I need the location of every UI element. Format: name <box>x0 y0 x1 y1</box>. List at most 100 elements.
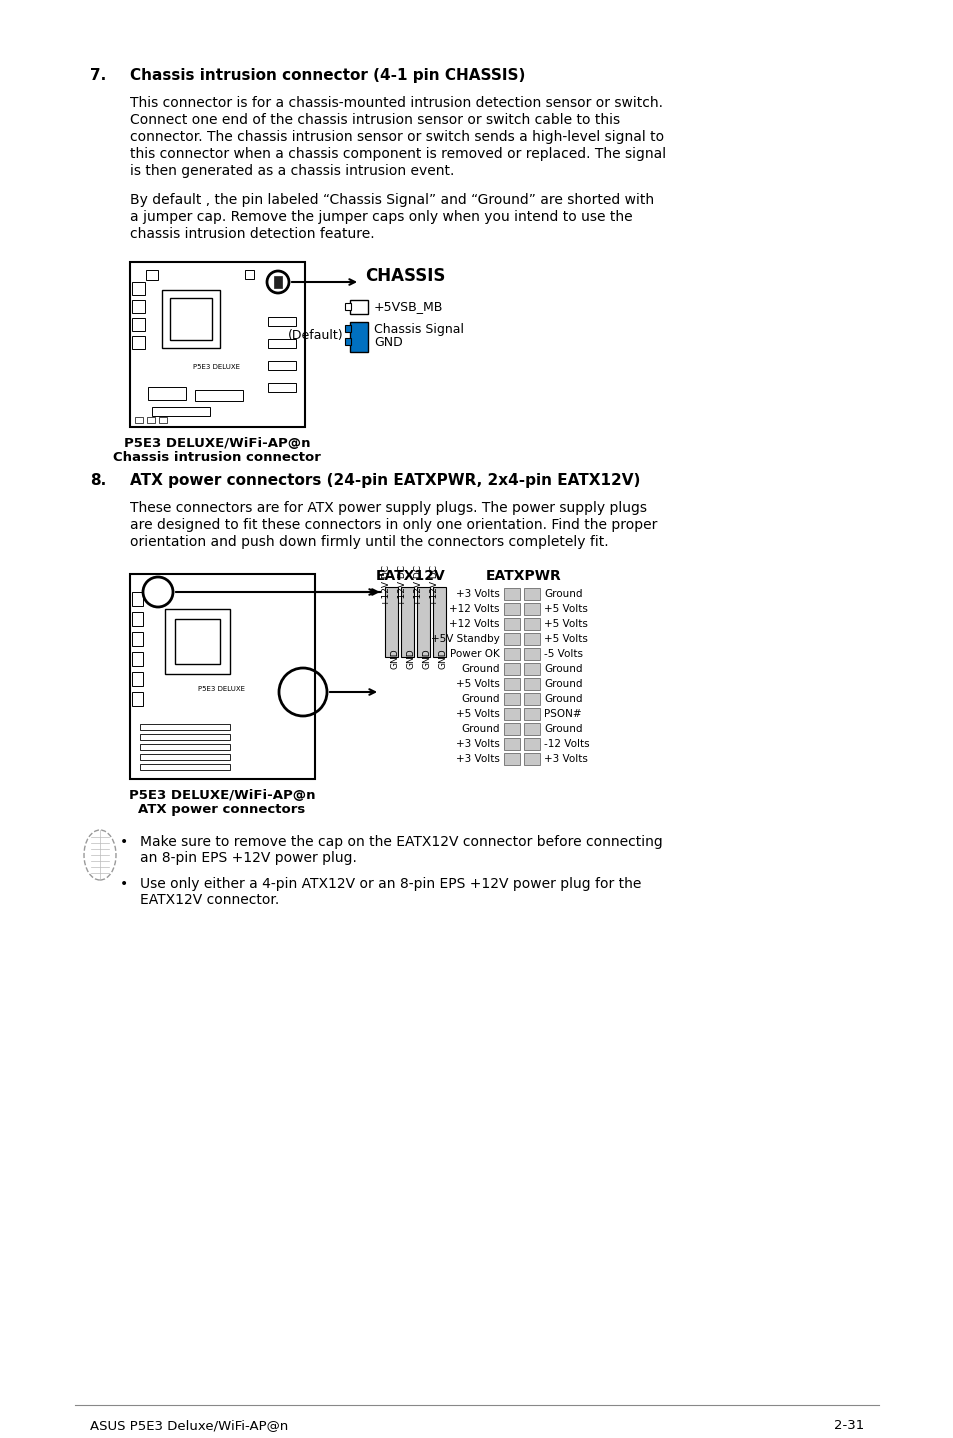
Bar <box>433 587 446 657</box>
Bar <box>523 738 539 751</box>
Text: +12V DC: +12V DC <box>381 565 391 605</box>
Text: +12 Volts: +12 Volts <box>449 618 499 628</box>
Text: GND: GND <box>438 649 448 669</box>
Text: •: • <box>120 877 128 892</box>
Text: -12 Volts: -12 Volts <box>543 739 589 749</box>
Bar <box>132 672 143 686</box>
Text: +5 Volts: +5 Volts <box>543 634 587 644</box>
Bar <box>345 325 351 332</box>
Bar <box>503 754 519 765</box>
Bar <box>523 649 539 660</box>
Text: PSON#: PSON# <box>543 709 581 719</box>
Text: By default , the pin labeled “Chassis Signal” and “Ground” are shorted with: By default , the pin labeled “Chassis Si… <box>130 193 654 207</box>
Bar <box>140 743 230 751</box>
Text: CHASSIS: CHASSIS <box>365 267 445 285</box>
Bar <box>268 316 295 326</box>
Text: GND: GND <box>422 649 432 669</box>
Circle shape <box>267 270 289 293</box>
Text: a jumper cap. Remove the jumper caps only when you intend to use the: a jumper cap. Remove the jumper caps onl… <box>130 210 632 224</box>
Bar <box>140 764 230 769</box>
Bar <box>174 618 220 664</box>
Text: connector. The chassis intrusion sensor or switch sends a high-level signal to: connector. The chassis intrusion sensor … <box>130 129 663 144</box>
Bar <box>159 417 167 423</box>
Bar <box>245 270 253 279</box>
Text: this connector when a chassis component is removed or replaced. The signal: this connector when a chassis component … <box>130 147 665 161</box>
Text: 2-31: 2-31 <box>833 1419 863 1432</box>
Bar <box>268 383 295 393</box>
Text: an 8-pin EPS +12V power plug.: an 8-pin EPS +12V power plug. <box>140 851 356 866</box>
Text: are designed to fit these connectors in only one orientation. Find the proper: are designed to fit these connectors in … <box>130 518 657 532</box>
Bar <box>194 390 243 401</box>
Text: Use only either a 4-pin ATX12V or an 8-pin EPS +12V power plug for the: Use only either a 4-pin ATX12V or an 8-p… <box>140 877 640 892</box>
Bar <box>503 738 519 751</box>
Text: This connector is for a chassis-mounted intrusion detection sensor or switch.: This connector is for a chassis-mounted … <box>130 96 662 109</box>
Text: P5E3 DELUXE: P5E3 DELUXE <box>198 686 245 692</box>
Bar <box>523 588 539 600</box>
Bar <box>523 677 539 690</box>
Bar <box>130 262 305 427</box>
Text: +12V DC: +12V DC <box>430 565 438 605</box>
Bar <box>523 723 539 735</box>
Text: Ground: Ground <box>461 664 499 674</box>
Text: +12 Volts: +12 Volts <box>449 604 499 614</box>
Text: 7.: 7. <box>90 68 106 83</box>
Bar <box>148 387 186 400</box>
Text: Chassis Signal: Chassis Signal <box>374 322 463 335</box>
Text: Power OK: Power OK <box>450 649 499 659</box>
Text: Ground: Ground <box>543 679 582 689</box>
Text: +5 Volts: +5 Volts <box>543 604 587 614</box>
Text: Chassis intrusion connector: Chassis intrusion connector <box>113 452 320 464</box>
Bar <box>523 603 539 615</box>
Bar <box>503 663 519 674</box>
Bar <box>132 692 143 706</box>
Text: ATX power connectors: ATX power connectors <box>138 802 305 815</box>
Text: +5V Standby: +5V Standby <box>431 634 499 644</box>
Bar <box>503 707 519 720</box>
Bar <box>503 588 519 600</box>
Text: +3 Volts: +3 Volts <box>456 590 499 600</box>
Bar <box>132 336 145 349</box>
Bar <box>132 301 145 313</box>
Bar <box>503 618 519 630</box>
Text: -5 Volts: -5 Volts <box>543 649 582 659</box>
Bar <box>132 282 145 295</box>
Text: +5 Volts: +5 Volts <box>456 679 499 689</box>
Bar <box>140 754 230 761</box>
Bar <box>268 361 295 370</box>
Text: EATX12V: EATX12V <box>375 569 445 582</box>
Text: Ground: Ground <box>543 723 582 733</box>
Bar <box>130 574 314 779</box>
Bar <box>345 338 351 345</box>
Text: +12V DC: +12V DC <box>397 565 407 605</box>
Text: Chassis intrusion connector (4-1 pin CHASSIS): Chassis intrusion connector (4-1 pin CHA… <box>130 68 525 83</box>
Text: P5E3 DELUXE/WiFi-AP@n: P5E3 DELUXE/WiFi-AP@n <box>129 789 314 802</box>
Text: is then generated as a chassis intrusion event.: is then generated as a chassis intrusion… <box>130 164 454 178</box>
Bar <box>140 733 230 741</box>
Bar <box>350 301 368 313</box>
Bar <box>503 649 519 660</box>
Text: GND: GND <box>391 649 399 669</box>
Text: +3 Volts: +3 Volts <box>456 739 499 749</box>
Text: 8.: 8. <box>90 473 106 487</box>
Text: P5E3 DELUXE: P5E3 DELUXE <box>193 364 240 370</box>
Text: ATX power connectors (24-pin EATXPWR, 2x4-pin EATX12V): ATX power connectors (24-pin EATXPWR, 2x… <box>130 473 639 487</box>
Bar <box>170 298 212 339</box>
Text: GND: GND <box>407 649 416 669</box>
Bar <box>523 693 539 705</box>
Bar <box>165 610 230 674</box>
Text: •: • <box>120 835 128 848</box>
Text: +3 Volts: +3 Volts <box>456 754 499 764</box>
Bar <box>385 587 397 657</box>
Bar <box>162 290 220 348</box>
Text: Ground: Ground <box>461 695 499 705</box>
Bar <box>350 322 368 352</box>
Text: Make sure to remove the cap on the EATX12V connector before connecting: Make sure to remove the cap on the EATX1… <box>140 835 662 848</box>
Text: +5VSB_MB: +5VSB_MB <box>374 301 443 313</box>
Text: GND: GND <box>374 335 402 348</box>
Bar <box>152 407 210 416</box>
Bar <box>132 318 145 331</box>
Bar <box>135 417 143 423</box>
Bar <box>503 603 519 615</box>
Text: +5 Volts: +5 Volts <box>543 618 587 628</box>
Bar <box>523 663 539 674</box>
